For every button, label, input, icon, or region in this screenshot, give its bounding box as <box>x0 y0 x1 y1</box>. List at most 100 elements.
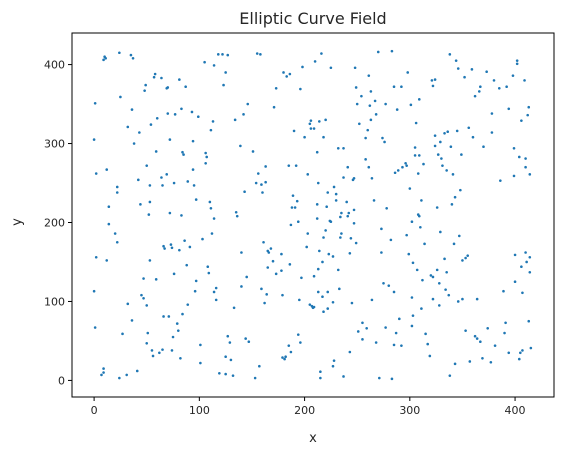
data-point <box>242 113 245 116</box>
data-point <box>224 355 227 358</box>
data-point <box>474 95 477 98</box>
data-point <box>185 264 188 267</box>
data-point <box>264 181 267 184</box>
data-point <box>317 182 320 185</box>
data-point <box>316 217 319 220</box>
data-point <box>405 234 408 237</box>
data-point <box>325 205 328 208</box>
data-point <box>144 84 147 87</box>
data-point <box>460 153 463 156</box>
data-point <box>166 112 169 115</box>
data-point <box>337 269 340 272</box>
data-point <box>268 251 271 254</box>
data-point <box>519 351 522 354</box>
data-point <box>454 363 457 366</box>
data-point <box>156 117 159 120</box>
data-point <box>441 164 444 167</box>
data-point <box>385 207 388 210</box>
data-point <box>317 291 320 294</box>
data-point <box>309 303 312 306</box>
data-point <box>375 341 378 344</box>
data-point <box>330 220 333 223</box>
data-point <box>393 291 396 294</box>
data-point <box>507 108 510 111</box>
data-point <box>184 85 187 88</box>
data-point <box>371 177 374 180</box>
data-point <box>370 90 373 93</box>
data-point <box>133 142 136 145</box>
data-point <box>440 157 443 160</box>
data-point <box>485 70 488 73</box>
data-point <box>95 172 98 175</box>
data-point <box>474 335 477 338</box>
data-point <box>178 78 181 81</box>
data-point <box>322 136 325 139</box>
data-point <box>210 207 213 210</box>
data-point <box>400 344 403 347</box>
data-point <box>374 100 377 103</box>
data-point <box>160 77 163 80</box>
data-point <box>416 269 419 272</box>
data-point <box>171 246 174 249</box>
data-point <box>461 298 464 301</box>
data-point <box>145 342 148 345</box>
data-point <box>104 57 107 60</box>
data-point <box>116 191 119 194</box>
data-point <box>528 271 531 274</box>
data-point <box>467 126 470 129</box>
x-tick-label: 400 <box>505 404 526 417</box>
data-point <box>524 251 527 254</box>
data-point <box>429 355 432 358</box>
data-point <box>412 261 415 264</box>
data-point <box>525 261 528 264</box>
data-point <box>284 355 287 358</box>
data-point <box>259 53 262 56</box>
data-point <box>449 374 452 377</box>
data-point <box>339 216 342 219</box>
data-point <box>355 86 358 89</box>
data-point <box>270 247 273 250</box>
data-point <box>491 131 494 134</box>
data-point <box>502 290 505 293</box>
data-point <box>369 104 372 107</box>
data-point <box>246 103 249 106</box>
data-point <box>210 129 213 132</box>
y-tick-label: 300 <box>44 138 65 151</box>
data-point <box>148 213 151 216</box>
data-point <box>240 251 243 254</box>
data-point <box>434 134 437 137</box>
data-point <box>108 205 111 208</box>
data-point <box>449 53 452 56</box>
data-point <box>322 310 325 313</box>
data-point <box>411 296 414 299</box>
data-point <box>194 290 197 293</box>
data-point <box>526 114 529 117</box>
data-point <box>321 295 324 298</box>
data-point <box>320 52 323 55</box>
data-point <box>342 147 345 150</box>
data-point <box>411 220 414 223</box>
data-point <box>119 96 122 99</box>
data-point <box>213 217 216 220</box>
data-point <box>105 259 108 262</box>
data-point <box>290 224 293 227</box>
data-point <box>102 367 105 370</box>
data-point <box>490 361 493 364</box>
data-point <box>316 151 319 154</box>
data-point <box>478 90 481 93</box>
data-point <box>299 88 302 91</box>
data-point <box>291 206 294 209</box>
data-point <box>239 145 242 148</box>
data-point <box>520 119 523 122</box>
data-point <box>265 293 268 296</box>
data-point <box>204 152 207 155</box>
data-point <box>498 87 501 90</box>
data-point <box>204 162 207 165</box>
data-point <box>432 298 435 301</box>
data-point <box>132 57 135 60</box>
data-point <box>521 349 524 352</box>
data-point <box>256 52 259 55</box>
data-point <box>464 257 467 260</box>
data-point <box>118 51 121 54</box>
data-point <box>418 98 421 101</box>
